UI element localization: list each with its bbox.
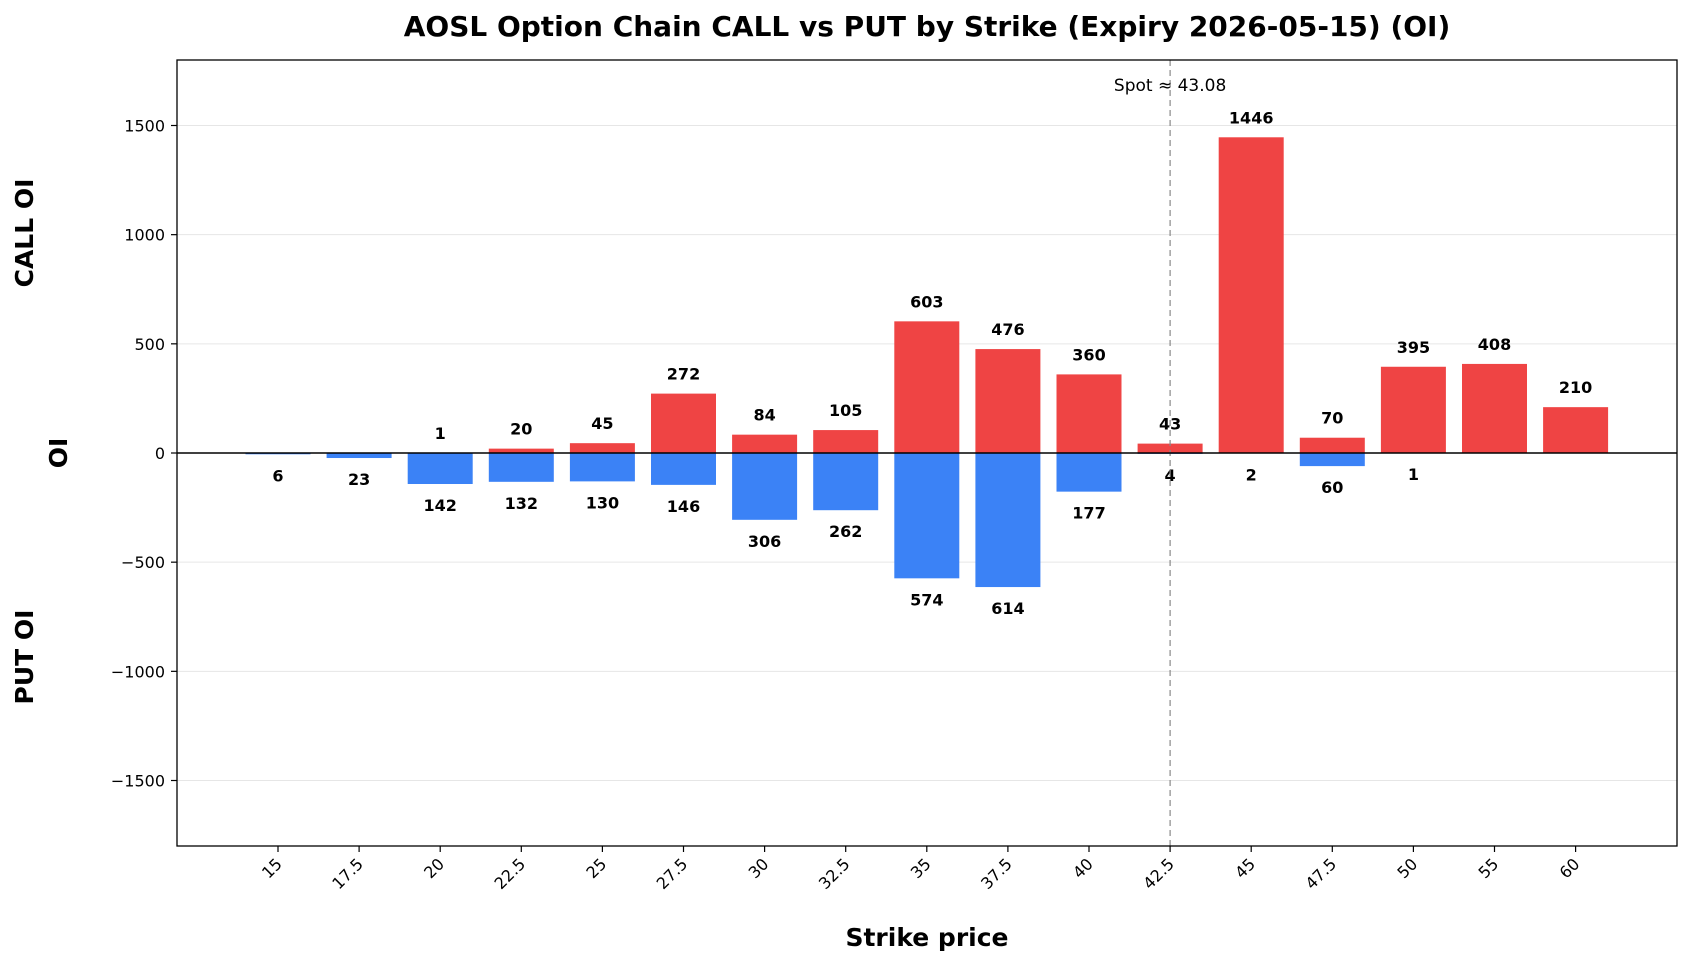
put-bar [813,453,879,511]
call-bar [651,393,716,453]
put-value-label: 23 [348,470,370,489]
put-value-label: 132 [505,494,538,513]
x-tick-label: 35 [907,854,935,882]
x-tick-label: 27.5 [653,854,692,893]
put-value-label: 262 [829,522,862,541]
x-tick-label: 60 [1556,854,1584,882]
put-value-label: 6 [272,466,283,485]
call-value-label: 1446 [1229,108,1274,127]
x-tick-label: 20 [420,854,448,882]
put-bar [651,453,716,485]
bars [245,137,1609,588]
put-bar [975,453,1041,588]
put-bar [1299,453,1365,467]
put-value-label: 177 [1072,504,1105,523]
x-tick-label: 47.5 [1302,854,1341,893]
put-bar [407,453,473,485]
y-axis-label: OI [44,438,73,469]
y-tick-label: 0 [155,444,165,463]
call-value-label: 603 [910,292,943,311]
put-value-label: 574 [910,590,943,609]
call-bar [1543,407,1609,453]
x-tick-label: 30 [745,854,773,882]
call-bar [1380,366,1446,453]
call-value-label: 105 [829,401,862,420]
x-tick-label: 37.5 [977,854,1016,893]
call-bar [569,443,635,453]
call-value-label: 272 [667,365,700,384]
call-bar [1462,363,1527,453]
x-tick-label: 22.5 [491,854,530,893]
x-tick-label: 45 [1231,854,1259,882]
put-bar [569,453,635,482]
put-value-label: 1 [1408,465,1419,484]
call-value-label: 84 [753,406,775,425]
call-bar [894,321,960,453]
y-tick-label: 1500 [124,117,165,136]
call-value-label: 1 [435,424,446,443]
put-value-label: 2 [1246,465,1257,484]
y-tick-label: 500 [134,335,165,354]
y-axis-ticks: −1500 −1000 −500 0 500 1000 1500 [111,117,177,791]
call-bar [975,349,1041,453]
call-bar [732,434,798,453]
call-value-label: 45 [591,414,613,433]
put-bar [1056,453,1122,492]
put-value-label: 146 [667,497,700,516]
x-tick-label: 25 [582,854,610,882]
call-value-label: 360 [1072,345,1105,364]
y-tick-label: 1000 [124,226,165,245]
x-axis-ticks: 15 17.5 20 22.5 25 27.5 30 32.5 35 37.5 40 42.5 45 47… [258,846,1583,893]
call-bar [1299,437,1365,453]
x-tick-label: 42.5 [1139,854,1178,893]
call-bar [813,430,879,453]
y-tick-label: −500 [121,553,165,572]
x-tick-label: 40 [1069,854,1097,882]
x-axis-label: Strike price [845,923,1008,952]
call-bar [1137,443,1203,453]
y-axis-label-top: CALL OI [10,179,39,288]
call-value-label: 20 [510,420,532,439]
put-bar [732,453,798,520]
y-tick-label: −1000 [111,662,165,681]
put-bar [894,453,960,579]
call-bar [488,448,554,453]
chart-title: AOSL Option Chain CALL vs PUT by Strike … [404,10,1451,43]
put-bar [488,453,554,482]
put-value-label: 130 [586,493,619,512]
call-value-label: 210 [1559,378,1592,397]
x-tick-label: 55 [1474,854,1502,882]
x-tick-label: 32.5 [815,854,854,893]
put-value-label: 614 [991,599,1024,618]
spot-label: Spot ≈ 43.08 [1114,76,1226,96]
call-bar [1056,374,1122,453]
x-tick-label: 15 [258,854,286,882]
call-value-label: 70 [1321,409,1343,428]
put-value-label: 60 [1321,478,1343,497]
y-axis-label-bottom: PUT OI [10,610,39,705]
put-value-label: 142 [423,496,456,515]
y-tick-label: −1500 [111,772,165,791]
put-value-label: 306 [748,532,781,551]
call-value-label: 476 [991,320,1024,339]
put-bar [326,453,392,459]
call-value-label: 395 [1397,338,1430,357]
call-bar [1218,137,1284,454]
x-tick-label: 50 [1393,854,1421,882]
call-value-label: 408 [1478,335,1511,354]
x-tick-label: 17.5 [328,854,367,893]
